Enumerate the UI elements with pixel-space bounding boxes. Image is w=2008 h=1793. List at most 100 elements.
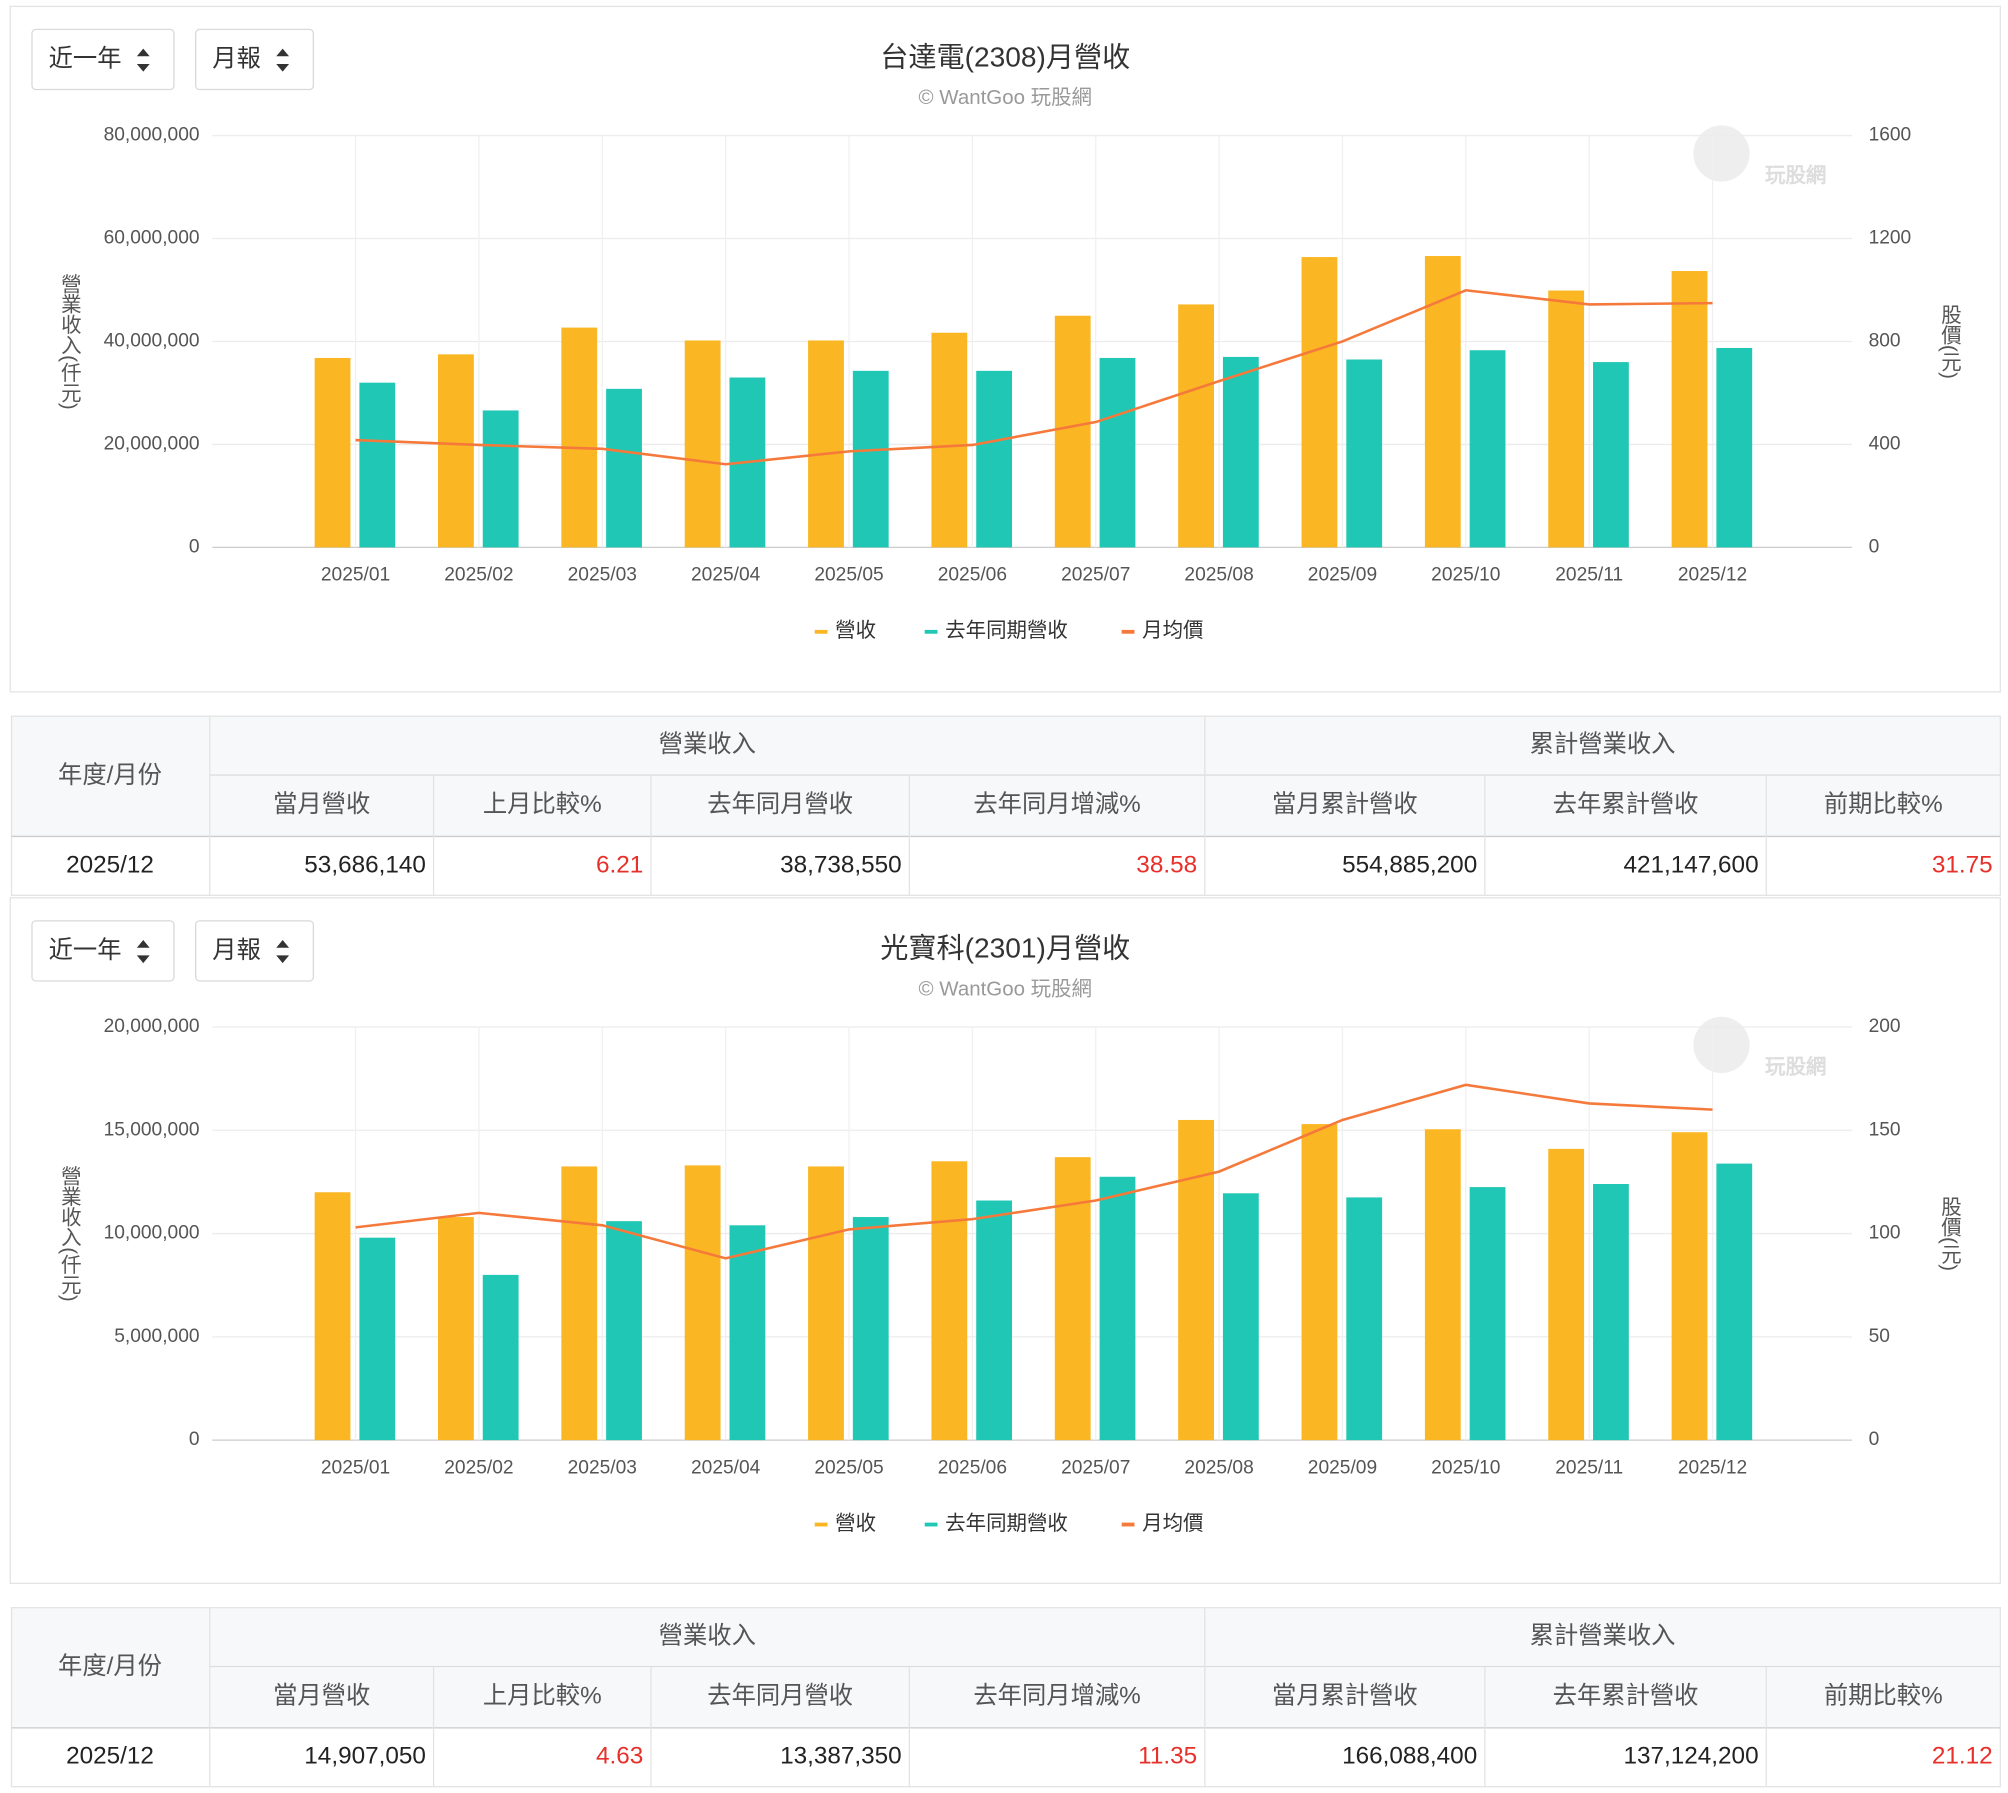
bar <box>314 1192 351 1441</box>
table-cell: 38,738,550 <box>780 851 902 878</box>
column-header: 前期比較% <box>1824 791 1943 818</box>
group-header: 累計營業收入 <box>1530 1623 1676 1650</box>
table-cell: 137,124,200 <box>1623 1743 1758 1770</box>
bar <box>1424 1129 1461 1441</box>
bar <box>561 327 598 548</box>
table-border <box>10 715 2001 896</box>
table-cell: 166,088,400 <box>1342 1743 1477 1770</box>
bar <box>1593 362 1629 548</box>
legend-label[interactable]: 月均價 <box>1142 619 1203 642</box>
bar <box>1548 1148 1585 1441</box>
bar <box>976 370 1013 548</box>
column-header: 去年同月增減% <box>973 791 1140 818</box>
column-header: 去年同月營收 <box>707 791 853 818</box>
group-header: 累計營業收入 <box>1530 731 1676 758</box>
x-tick-label: 2025/09 <box>1308 565 1377 586</box>
bar <box>1222 1193 1259 1441</box>
bar <box>482 1274 519 1441</box>
table-header-bg <box>11 1607 2001 1728</box>
bar <box>808 340 844 548</box>
bar <box>684 340 721 548</box>
y-tick-label: 20,000,000 <box>104 434 200 455</box>
y2-tick-label: 0 <box>1869 536 1880 557</box>
bar <box>1301 257 1338 548</box>
x-tick-label: 2025/11 <box>1555 1457 1623 1478</box>
bar <box>1099 1176 1136 1441</box>
y-tick-label: 80,000,000 <box>104 125 200 146</box>
table-cell: 4.63 <box>596 1743 643 1770</box>
bar <box>684 1165 721 1441</box>
bar <box>606 1221 642 1441</box>
x-tick-label: 2025/07 <box>1061 565 1130 586</box>
legend-label[interactable]: 去年同期營收 <box>945 1512 1068 1535</box>
chart-subtitle: © WantGoo 玩股網 <box>919 86 1092 109</box>
bar <box>852 1217 889 1441</box>
table-border <box>10 1607 2001 1788</box>
dropdown[interactable] <box>195 28 314 91</box>
bar <box>1548 290 1585 548</box>
x-tick-label: 2025/02 <box>444 1457 513 1478</box>
watermark: 玩股網 <box>1765 1054 1826 1078</box>
legend-label[interactable]: 月均價 <box>1142 1512 1203 1535</box>
legend-label[interactable]: 營收 <box>835 1512 876 1535</box>
bar <box>1469 1187 1506 1441</box>
column-header: 當月累計營收 <box>1272 791 1418 818</box>
y-tick-label: 0 <box>189 1429 200 1450</box>
column-header: 上月比較% <box>483 791 602 818</box>
bar <box>808 1166 844 1441</box>
table-cell: 53,686,140 <box>304 851 426 878</box>
bar <box>1099 357 1136 548</box>
column-header: 去年同月增減% <box>973 1683 1140 1710</box>
table-cell: 554,885,200 <box>1342 851 1477 878</box>
price-line <box>355 1083 1713 1260</box>
y-tick-label: 20,000,000 <box>104 1016 200 1037</box>
table-cell: 421,147,600 <box>1623 851 1758 878</box>
bar <box>359 1237 396 1441</box>
bar <box>1716 347 1753 548</box>
x-tick-label: 2025/01 <box>321 1457 390 1478</box>
price-line <box>355 288 1713 466</box>
x-tick-label: 2025/01 <box>321 565 390 586</box>
bar <box>561 1166 598 1441</box>
bar <box>852 370 889 548</box>
y2-tick-label: 150 <box>1869 1119 1901 1140</box>
bar <box>1178 1119 1214 1441</box>
bar <box>976 1200 1013 1441</box>
table-cell: 11.35 <box>1138 1743 1197 1770</box>
table-cell: 21.12 <box>1932 1743 1993 1770</box>
dropdown-label: 月報 <box>212 46 261 73</box>
chart-title: 光寶科(2301)月營收 <box>880 933 1130 964</box>
bar <box>606 388 642 548</box>
group-header: 營業收入 <box>659 1623 756 1650</box>
watermark-logo <box>1693 1016 1750 1074</box>
dropdown[interactable] <box>195 920 314 982</box>
bar <box>1178 304 1214 548</box>
x-tick-label: 2025/07 <box>1061 1457 1130 1478</box>
x-tick-label: 2025/06 <box>938 1457 1007 1478</box>
legend-label[interactable]: 營收 <box>835 619 876 642</box>
bar <box>1346 1197 1383 1441</box>
dropdown[interactable] <box>31 28 175 91</box>
dropdown-label: 近一年 <box>49 46 122 73</box>
y-axis-title: 營業收入(仟元) <box>57 273 81 409</box>
y-tick-label: 5,000,000 <box>114 1326 199 1347</box>
x-tick-label: 2025/08 <box>1184 1457 1253 1478</box>
legend-label[interactable]: 去年同期營收 <box>945 619 1068 642</box>
bar <box>1346 359 1383 548</box>
group-header: 營業收入 <box>659 731 756 758</box>
dropdown-label: 近一年 <box>49 937 122 964</box>
y-tick-label: 10,000,000 <box>104 1223 200 1244</box>
y-tick-label: 40,000,000 <box>104 331 200 352</box>
chart-title: 台達電(2308)月營收 <box>880 41 1130 72</box>
y-tick-label: 0 <box>189 536 200 557</box>
dropdown[interactable] <box>31 920 175 982</box>
chart-subtitle: © WantGoo 玩股網 <box>919 977 1092 1000</box>
x-tick-label: 2025/08 <box>1184 565 1253 586</box>
x-tick-label: 2025/04 <box>691 1457 761 1478</box>
x-tick-label: 2025/10 <box>1431 565 1500 586</box>
bar <box>1671 271 1708 548</box>
bar <box>437 354 474 548</box>
bar <box>1469 350 1506 548</box>
x-tick-label: 2025/12 <box>1678 1457 1747 1478</box>
